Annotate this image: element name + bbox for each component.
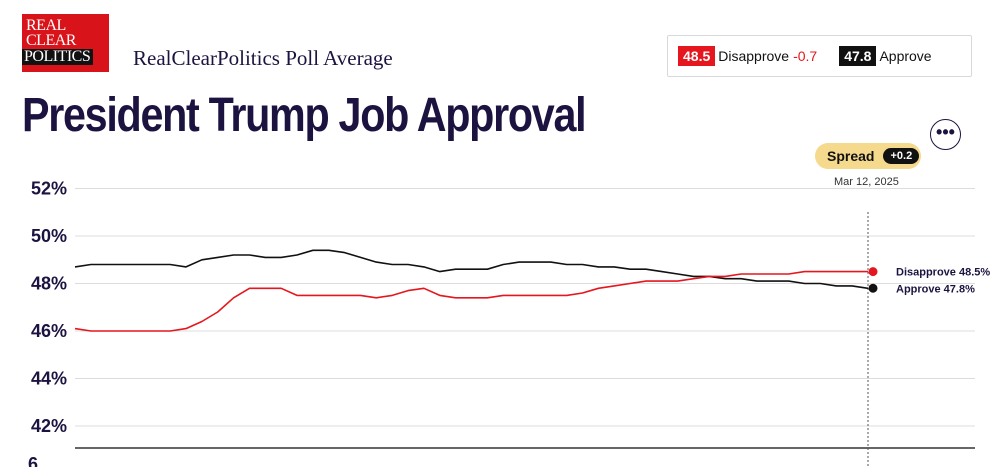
source-label: RealClearPolitics Poll Average [133,46,393,70]
more-options-button[interactable]: ••• [930,119,961,150]
y-tick-label: 50% [31,226,67,246]
logo-line-1: REAL [26,17,66,34]
logo-line-2: CLEAR [26,32,76,49]
disapprove-label: Disapprove [718,48,790,64]
disapprove-change: -0.7 [793,48,818,64]
y-tick-label: 48% [31,274,67,294]
summary-box: 48.5 Disapprove -0.7 47.8 Approve [667,35,972,77]
disapprove-value-badge: 48.5 [678,46,716,66]
spread-pill: Spread +0.2 [815,143,921,169]
y-tick-label: 44% [31,369,67,389]
disapprove-end-dot [868,267,878,277]
disapprove-end-label: Disapprove 48.5% [896,267,990,279]
disapprove-line[interactable] [74,270,868,332]
approve-label: Approve [879,48,932,64]
page-title: President Trump Job Approval [22,89,587,142]
spread-value: +0.2 [883,148,920,164]
logo-line-3: POLITICS [22,49,94,65]
y-tick-label: 42% [31,416,67,436]
approve-end-dot [868,283,878,293]
y-tick-label: 52% [31,179,67,199]
spread-label: Spread [827,148,875,164]
approve-line[interactable] [74,249,869,290]
y-tick-label: 46% [31,321,67,341]
hover-date-label: Mar 12, 2025 [834,176,899,188]
approve-value-badge: 47.8 [839,46,877,66]
approve-end-label: Approve 47.8% [896,283,975,295]
y-tick-label-cut: 6 [28,454,38,467]
more-dots-icon: ••• [936,122,955,142]
rcp-logo[interactable]: REAL CLEAR POLITICS [22,14,109,72]
